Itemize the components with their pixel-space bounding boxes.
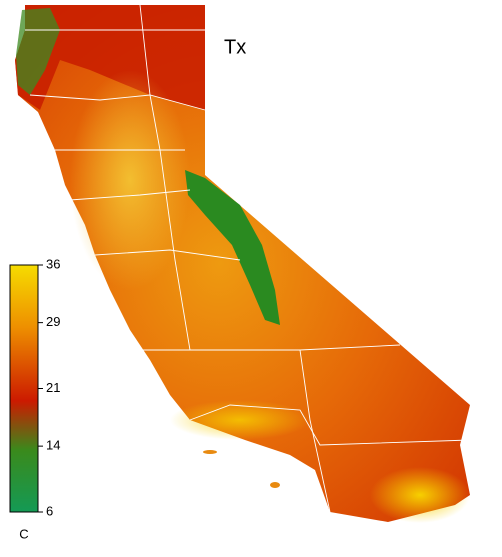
island [203, 450, 217, 454]
colorbar-tick-label: 6 [46, 503, 53, 518]
central-valley [70, 70, 190, 290]
colorbar-tick-label: 29 [46, 314, 60, 329]
map-title: Tx [224, 36, 246, 58]
california-map [15, 4, 471, 523]
colorbar-ramp [9, 264, 39, 513]
colorbar-unit: C [19, 526, 28, 541]
colorbar-tick-label: 14 [46, 438, 60, 453]
colorbar: 6 14 21 29 36 [9, 256, 60, 518]
sierra-forest [185, 170, 280, 325]
coast-band [170, 400, 310, 440]
colorbar-tick-label: 36 [46, 256, 60, 271]
island [270, 482, 280, 488]
county-lines [25, 4, 471, 513]
southern-desert [370, 467, 470, 523]
colorbar-tick-label: 21 [46, 380, 60, 395]
